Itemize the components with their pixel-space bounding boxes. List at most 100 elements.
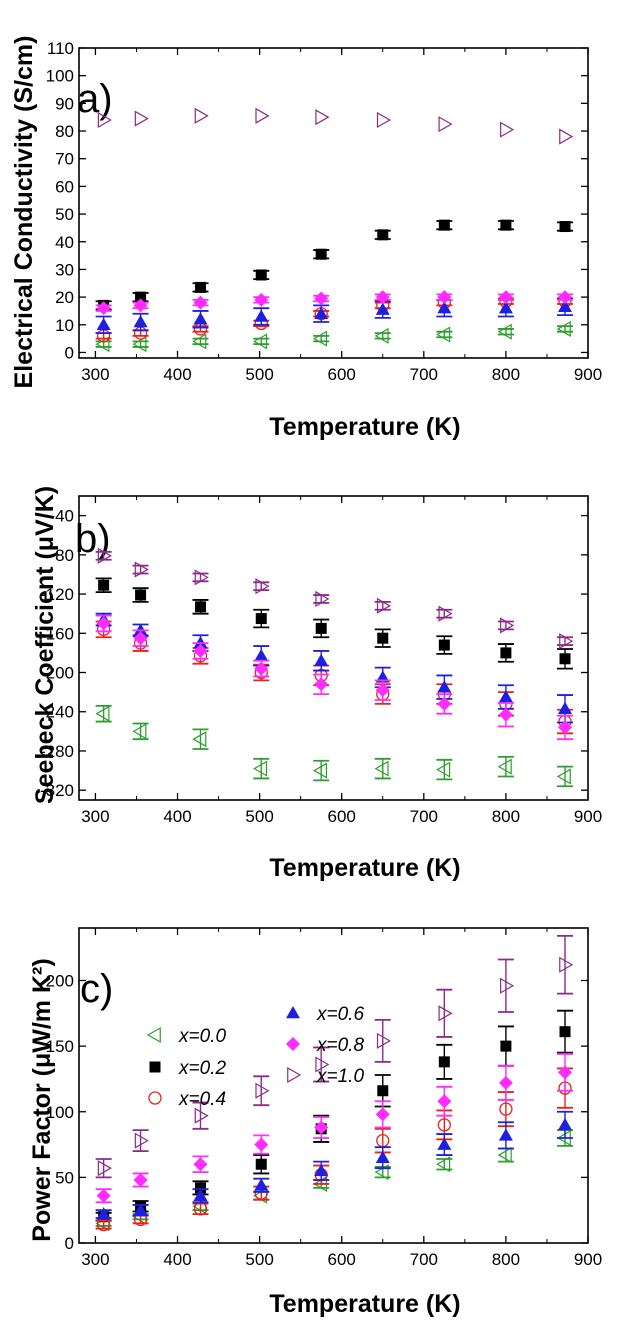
x-tick-label: 400 <box>163 807 191 826</box>
plot-b: 300 400 500 600 700 800 900 -40 -80 -120 -160 -200 -… <box>40 495 602 826</box>
data-point <box>377 632 389 644</box>
data-point <box>558 720 573 735</box>
series-x=1.0 <box>95 547 574 650</box>
data-point <box>558 1117 573 1131</box>
legend-item: x=0.0 <box>146 1026 226 1047</box>
data-point <box>437 680 452 693</box>
data-point <box>500 121 515 138</box>
data-point <box>98 579 110 591</box>
series-x=0.0 <box>95 1129 574 1232</box>
data-point <box>436 761 451 778</box>
legend-label: x=0.6 <box>316 1004 364 1025</box>
legend-label: x=0.4 <box>178 1089 226 1110</box>
data-point <box>375 683 390 698</box>
y-tick-label: 90 <box>55 94 74 113</box>
series-x=0.4 <box>95 1067 574 1232</box>
series-x=0.8 <box>95 614 574 741</box>
x-tick-label: 600 <box>328 365 356 384</box>
data-point <box>254 661 269 676</box>
data-point <box>559 128 574 145</box>
panel-b: b) Temperature (K) Seebeck Coefficient (… <box>31 486 461 882</box>
data-point <box>500 617 515 634</box>
data-point <box>498 1128 513 1141</box>
data-point <box>315 622 327 634</box>
panel-a-xlabel: Temperature (K) <box>269 413 460 441</box>
x-tick-label: 300 <box>81 365 109 384</box>
x-tick-label: 900 <box>574 365 602 384</box>
y-tick-label: -40 <box>49 507 74 526</box>
data-point <box>135 589 147 601</box>
data-point <box>255 578 270 595</box>
data-point <box>559 653 571 665</box>
series-x=0.6 <box>95 1110 574 1220</box>
y-tick-label: 20 <box>55 288 74 307</box>
data-point <box>95 705 110 722</box>
data-point <box>558 290 573 305</box>
data-point <box>375 302 390 315</box>
panel-b-xlabel: Temperature (K) <box>269 854 460 882</box>
panel-a-ylabel: Electrical Conductivity (S/cm) <box>10 36 38 389</box>
data-point <box>312 762 328 779</box>
data-point <box>315 590 330 608</box>
x-tick-label: 800 <box>492 807 520 826</box>
data-point <box>556 768 571 785</box>
data-point <box>438 116 453 133</box>
plot-frame <box>78 47 589 359</box>
data-point <box>315 248 327 260</box>
data-point <box>438 1005 453 1022</box>
x-tick-label: 500 <box>245 807 273 826</box>
legend-marker <box>148 1091 162 1105</box>
y-tick-label: -280 <box>40 742 74 761</box>
x-tick-label: 700 <box>410 1250 438 1269</box>
data-point <box>376 111 391 128</box>
data-point <box>498 1075 513 1090</box>
data-point <box>193 643 208 658</box>
data-point <box>133 298 148 313</box>
data-point <box>437 1118 451 1132</box>
y-tick-label: 100 <box>46 67 74 86</box>
plot-frame <box>78 495 589 801</box>
data-point <box>254 1137 269 1152</box>
panel-c-ylabel: Power Factor (μW/m K²) <box>28 958 56 1241</box>
x-tick-label: 700 <box>410 365 438 384</box>
data-point <box>375 290 390 305</box>
data-point <box>315 109 330 126</box>
data-point <box>438 639 450 651</box>
data-point <box>133 315 148 328</box>
legend-label: x=0.2 <box>178 1058 226 1079</box>
legend-marker <box>286 1006 300 1019</box>
x-tick-label: 600 <box>328 807 356 826</box>
panel-c-xlabel: Temperature (K) <box>269 1290 460 1318</box>
data-point <box>315 1056 330 1073</box>
data-point <box>498 301 513 314</box>
legend-item: x=0.2 <box>149 1058 226 1079</box>
y-tick-label: 10 <box>55 316 74 335</box>
data-point <box>255 107 270 124</box>
panel-a: a) Temperature (K) Electrical Conductivi… <box>10 36 461 441</box>
legend: x=0.0 x=0.2 x=0.4 x=0.6 x=0.8 x=1.0 <box>146 1004 364 1110</box>
data-point <box>195 601 207 613</box>
data-point <box>96 301 111 316</box>
legend-label: x=1.0 <box>316 1066 364 1087</box>
data-point <box>194 1107 209 1124</box>
data-point <box>96 1207 111 1220</box>
data-point <box>314 677 329 692</box>
data-point <box>314 306 329 319</box>
data-point <box>192 333 207 350</box>
data-point <box>192 731 207 748</box>
data-point <box>255 1082 270 1099</box>
data-point <box>95 336 110 353</box>
data-point <box>195 1182 207 1194</box>
data-point <box>497 758 512 775</box>
data-point <box>437 696 452 711</box>
data-point <box>437 301 452 314</box>
y-tick-label: 80 <box>55 122 74 141</box>
data-point <box>558 299 573 313</box>
data-point <box>498 290 513 305</box>
data-point <box>436 1156 451 1173</box>
panel-a-label: a) <box>77 77 113 121</box>
data-point <box>497 323 512 340</box>
data-point <box>375 1107 390 1122</box>
y-tick-label: -240 <box>40 703 74 722</box>
data-point <box>314 653 329 666</box>
